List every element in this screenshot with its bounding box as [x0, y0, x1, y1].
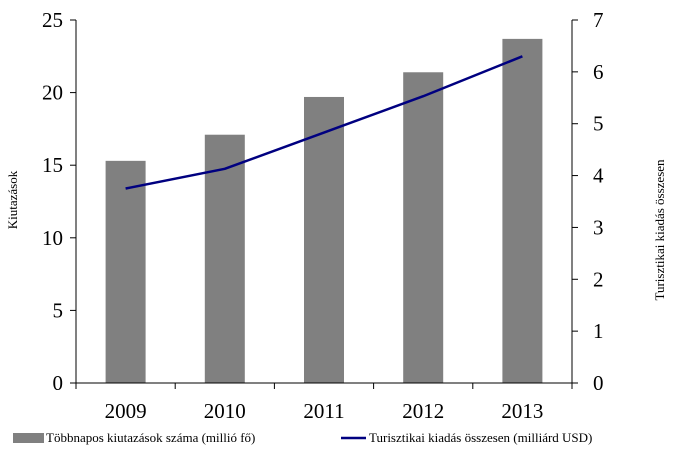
y-tick-label: 0 [53, 371, 64, 395]
x-tick-label: 2012 [402, 399, 444, 423]
y-tick-label: 25 [42, 8, 63, 32]
legend-label-bars: Többnapos kiutazások száma (millió fő) [46, 430, 255, 445]
x-tick-label: 2010 [204, 399, 246, 423]
y2-tick-label: 0 [593, 371, 604, 395]
x-tick-label: 2013 [501, 399, 543, 423]
y-tick-label: 5 [53, 298, 64, 322]
x-tick-label: 2011 [303, 399, 344, 423]
y2-tick-label: 6 [593, 60, 604, 84]
bar-2009 [106, 161, 146, 383]
y-tick-label: 20 [42, 81, 63, 105]
y2-tick-label: 2 [593, 267, 604, 291]
y2-tick-label: 5 [593, 112, 604, 136]
y2-tick-label: 7 [593, 8, 604, 32]
y-tick-label: 10 [42, 226, 63, 250]
y2-tick-label: 4 [593, 164, 604, 188]
y2-tick-label: 1 [593, 319, 604, 343]
bar-2013 [502, 39, 542, 383]
bar-2012 [403, 72, 443, 383]
y2-tick-label: 3 [593, 215, 604, 239]
y-axis-title: Kiutazások [5, 170, 20, 229]
bars-layer [106, 39, 543, 383]
legend: Többnapos kiutazások száma (millió fő) T… [13, 430, 592, 445]
x-tick-label: 2009 [105, 399, 147, 423]
y-tick-label: 15 [42, 153, 63, 177]
legend-label-line: Turisztikai kiadás összesen (milliárd US… [369, 430, 592, 445]
bar-2011 [304, 97, 344, 383]
legend-swatch-bars [13, 433, 44, 443]
y2-axis-title: Turisztikai kiadás összesen [652, 159, 667, 301]
